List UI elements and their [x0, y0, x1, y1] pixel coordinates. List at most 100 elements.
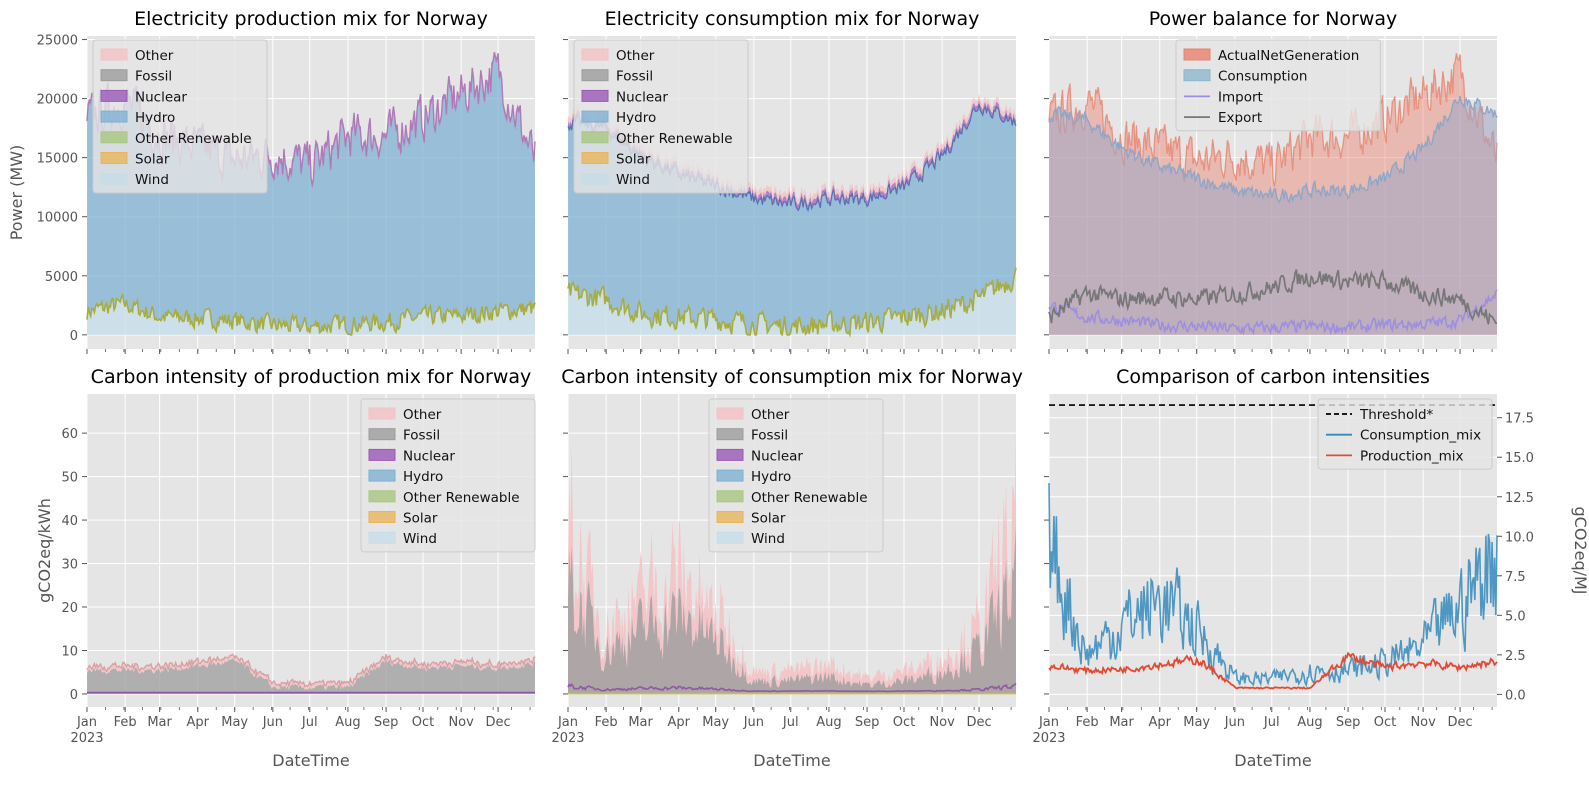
area-hydro [568, 104, 1016, 335]
legend-swatch [716, 531, 744, 544]
legend-label: Other [403, 407, 442, 423]
x-tick-label: Aug [1297, 715, 1322, 730]
y-axis-label: Power (MW) [7, 145, 26, 241]
legend-label: Nuclear [135, 89, 187, 105]
x-tick-label: Dec [966, 715, 991, 730]
legend-label: Solar [135, 152, 170, 168]
legend-swatch [581, 89, 609, 102]
x-tick-label: Apr [668, 715, 691, 730]
x-tick-label: Oct [893, 715, 915, 730]
legend-label: Other Renewable [751, 490, 868, 506]
y-tick-label: 20000 [37, 93, 78, 108]
legend-label: Fossil [135, 69, 172, 85]
line-other [86, 653, 536, 689]
y-tick-label: 50 [61, 471, 78, 486]
x-axis-label: DateTime [753, 751, 830, 770]
y-tick-label: 0 [70, 688, 78, 703]
legend-label: Fossil [751, 428, 788, 444]
x-tick-label: Jun [262, 715, 283, 730]
x-tick-label: Jan [76, 715, 97, 730]
x-tick-label: Oct [412, 715, 434, 730]
y-tick-label: 15.0 [1505, 451, 1534, 466]
legend-box [1175, 39, 1381, 132]
x-tick-label: Jan [557, 715, 578, 730]
area-fossil [87, 658, 535, 694]
legend-label: Nuclear [751, 448, 803, 464]
legend-label: Nuclear [616, 89, 668, 105]
x-tick-label: 2023 [1032, 731, 1065, 746]
y-tick-label: 25000 [37, 34, 78, 49]
legend-label: Wind [751, 531, 785, 547]
legend-label: Hydro [403, 469, 443, 485]
legend-swatch [368, 531, 396, 544]
chart-title: Comparison of carbon intensities [1116, 366, 1430, 388]
x-tick-label: May [702, 715, 729, 730]
x-tick-label: Jul [782, 715, 799, 730]
x-axis-label: DateTime [272, 751, 349, 770]
x-tick-label: Nov [1410, 715, 1436, 730]
legend-label: ActualNetGeneration [1218, 48, 1359, 64]
x-tick-label: Dec [1447, 715, 1472, 730]
legend-box [360, 398, 536, 553]
legend-swatch [368, 448, 396, 461]
y-tick-label: 30 [61, 558, 78, 573]
legends: Other Fossil Nuclear Hydro Other Renewable So… [92, 39, 1493, 553]
chart-title: Electricity consumption mix for Norway [605, 8, 980, 30]
legend-swatch [716, 448, 744, 461]
y-tick-label: 20 [61, 601, 78, 616]
legend-label: Solar [751, 511, 786, 527]
legend-swatch [581, 69, 609, 82]
legend-label: Solar [616, 152, 651, 168]
x-tick-label: May [221, 715, 248, 730]
y-tick-label: 7.5 [1505, 570, 1526, 585]
area-hydro [87, 56, 535, 335]
legend-swatch [716, 428, 744, 441]
area-consumption [1049, 96, 1497, 335]
legend-swatch [368, 511, 396, 523]
legend-swatch [1183, 69, 1211, 82]
y-tick-label: 12.5 [1505, 491, 1534, 506]
legend-swatch [581, 172, 609, 185]
x-tick-label: Apr [1149, 715, 1172, 730]
x-tick-label: Aug [816, 715, 841, 730]
legend-swatch [100, 110, 128, 123]
legend-swatch [368, 490, 396, 503]
legend-label: Other Renewable [135, 131, 252, 147]
line-consumption [1048, 95, 1498, 205]
legend-swatch [716, 469, 744, 482]
legend-swatch [716, 511, 744, 523]
legend-label: Other [751, 407, 790, 423]
x-tick-label: Mar [147, 715, 172, 730]
x-axis-label: DateTime [1234, 751, 1311, 770]
legend-label: Consumption [1218, 69, 1307, 85]
x-tick-label: Feb [1076, 715, 1099, 730]
x-tick-label: 2023 [551, 731, 584, 746]
legend-label: Other [135, 48, 174, 64]
legend-swatch [716, 407, 744, 420]
x-tick-label: Aug [335, 715, 360, 730]
legend-label: Threshold* [1359, 407, 1434, 423]
chart-title: Carbon intensity of production mix for N… [91, 366, 532, 388]
legend-swatch [1183, 48, 1211, 61]
legend-label: Fossil [616, 69, 653, 85]
area-wind [568, 267, 1016, 335]
chart-title: Carbon intensity of consumption mix for … [561, 366, 1023, 388]
y-axis-label: gCO2eq/kWh [35, 498, 54, 603]
x-tick-label: Jun [743, 715, 764, 730]
y-tick-label: 5000 [45, 270, 78, 285]
legend-label: Consumption_mix [1360, 428, 1481, 444]
y-tick-label: 10.0 [1505, 530, 1534, 545]
x-tick-label: Sep [1336, 715, 1361, 730]
legend-swatch [100, 69, 128, 82]
line-import [1048, 289, 1498, 336]
line-other-renewable [567, 267, 1017, 338]
legend-swatch [100, 152, 128, 164]
x-tick-label: Sep [855, 715, 880, 730]
x-tick-label: Nov [929, 715, 955, 730]
chart-title: Electricity production mix for Norway [134, 8, 488, 30]
legend-label: Wind [135, 172, 169, 188]
legend-swatch [100, 131, 128, 144]
legend-box [708, 398, 884, 553]
x-tick-label: Sep [374, 715, 399, 730]
